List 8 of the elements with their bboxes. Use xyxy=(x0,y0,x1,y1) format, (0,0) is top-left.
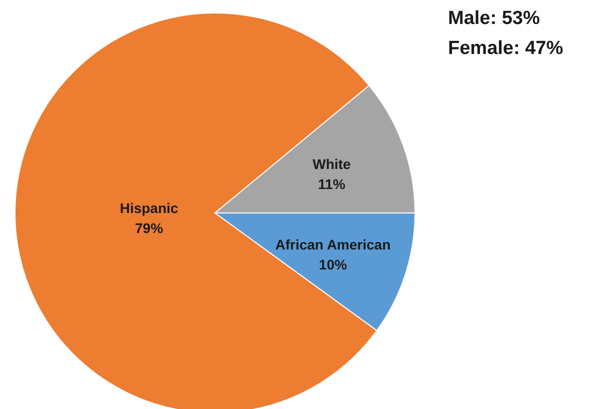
slice-label: White xyxy=(312,156,351,172)
data-label: 11% xyxy=(318,176,346,192)
data-label: 79% xyxy=(135,220,164,236)
data-label: 10% xyxy=(318,256,348,272)
text: Female: 47% xyxy=(448,38,564,59)
slice-label: Hispanic xyxy=(120,200,178,216)
text: Male: 53% xyxy=(448,8,540,29)
slice-label: African American xyxy=(275,236,391,252)
